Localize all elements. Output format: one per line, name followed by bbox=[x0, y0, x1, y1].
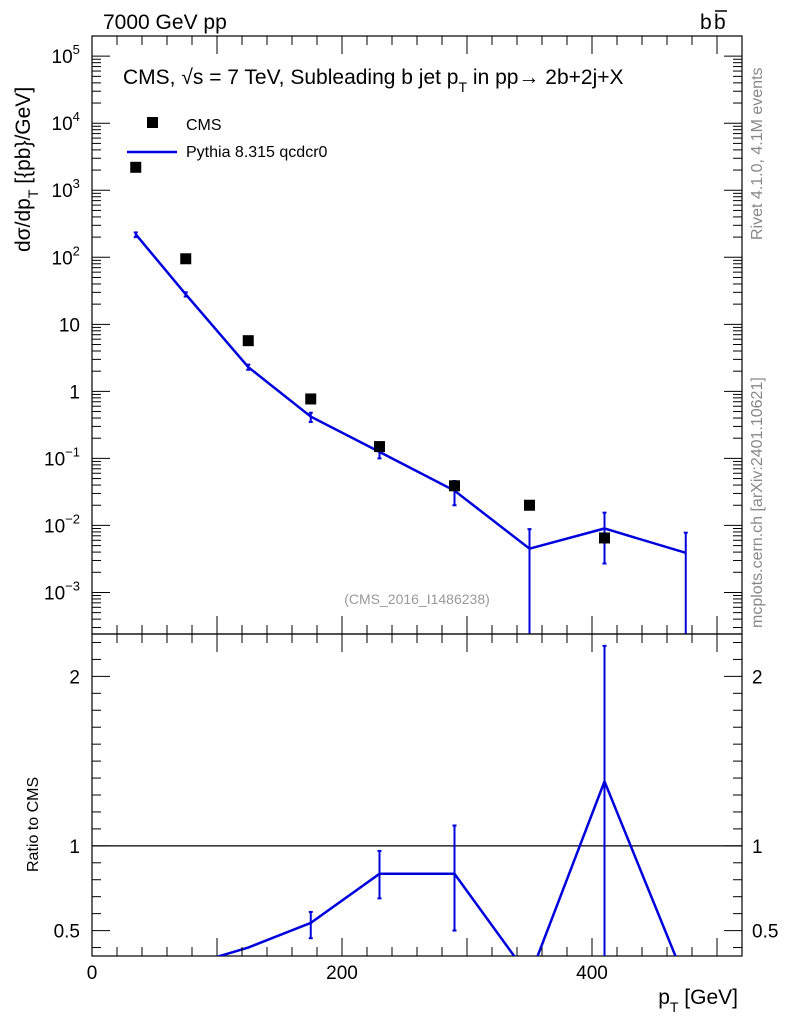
y-tick-label: 102 bbox=[52, 243, 80, 269]
cms-data-point bbox=[599, 532, 610, 544]
x-axis-tick-labels: 0 200 400 bbox=[87, 963, 608, 984]
ratio-y-axis-label: Ratio to CMS bbox=[25, 777, 42, 872]
ratio-y-ticks bbox=[92, 641, 742, 949]
cms-data-point bbox=[449, 480, 460, 492]
cms-data-point bbox=[524, 499, 535, 511]
y-tick-label: 10 bbox=[59, 315, 80, 336]
ratio-y-tick-label-right: 0.5 bbox=[752, 922, 778, 943]
rivet-version-label: Rivet 4.1.0, 4.1M events bbox=[749, 67, 766, 240]
mcplots-reference-label: mcplots.cern.ch [arXiv:2401.10621] bbox=[749, 377, 766, 628]
y-tick-label: 105 bbox=[52, 42, 80, 68]
plot-title: CMS, √s = 7 TeV, Subleading b jet pT in … bbox=[123, 66, 624, 95]
y-tick-label: 103 bbox=[52, 176, 80, 202]
analysis-watermark: (CMS_2016_I1486238) bbox=[344, 591, 490, 607]
ratio-y-tick-label: 1 bbox=[69, 837, 80, 858]
legend-pythia-label: Pythia 8.315 qcdcr0 bbox=[186, 144, 328, 161]
pythia-series bbox=[133, 231, 688, 634]
ratio-y-tick-label: 2 bbox=[69, 667, 80, 688]
ratio-y-tick-label-right: 2 bbox=[752, 667, 763, 688]
cms-data-point bbox=[305, 393, 317, 405]
x-tick-label: 200 bbox=[326, 963, 358, 984]
y-tick-label: 10−2 bbox=[44, 511, 80, 537]
ratio-pythia-series bbox=[215, 644, 677, 956]
ratio-y-tick-label: 0.5 bbox=[54, 922, 80, 943]
pythia-line bbox=[134, 233, 687, 555]
header-process-b: b bbox=[700, 11, 712, 34]
y-tick-label: 10−3 bbox=[44, 578, 80, 604]
main-y-ticks bbox=[92, 35, 742, 629]
x-axis-ticks bbox=[91, 36, 743, 956]
x-axis-label: pT [GeV] bbox=[658, 986, 738, 1015]
cms-data-point bbox=[242, 335, 254, 347]
y-tick-label: 10−1 bbox=[44, 444, 80, 470]
ratio-y-tick-label-right: 1 bbox=[752, 837, 763, 858]
ratio-panel-frame bbox=[91, 633, 743, 957]
header-process-bbar: b bbox=[714, 11, 726, 34]
x-tick-label: 400 bbox=[576, 963, 608, 984]
main-y-axis-label: dσ/dpT [{pb}/GeV] bbox=[12, 87, 41, 252]
header-energy-label: 7000 GeV pp bbox=[103, 11, 227, 34]
y-tick-label: 1 bbox=[69, 382, 80, 403]
cms-series bbox=[130, 161, 610, 544]
legend-cms-marker bbox=[147, 117, 158, 128]
cms-data-point bbox=[374, 441, 385, 453]
cms-data-point bbox=[180, 253, 192, 265]
y-tick-label: 104 bbox=[52, 109, 80, 135]
ratio-y-tick-labels: 0.5 0.5 1 1 2 2 bbox=[54, 667, 779, 942]
cms-data-point bbox=[130, 161, 142, 173]
x-tick-label: 0 bbox=[87, 963, 98, 984]
legend-cms-label: CMS bbox=[186, 117, 222, 134]
